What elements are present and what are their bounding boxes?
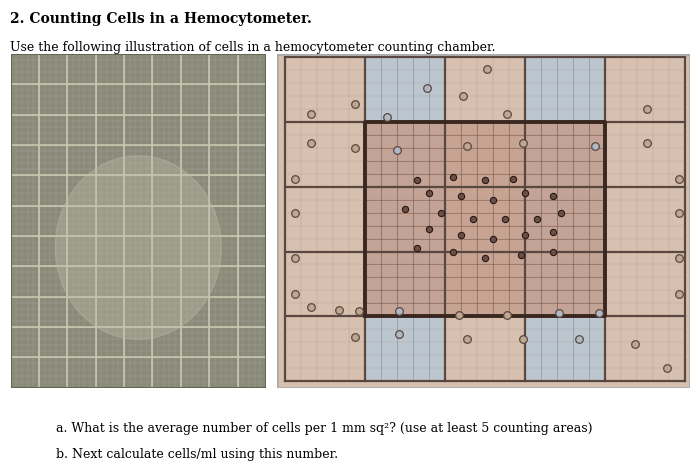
Bar	[525, 58, 606, 381]
Text: 2. Counting Cells in a Hemocytometer.: 2. Counting Cells in a Hemocytometer.	[10, 12, 312, 26]
Ellipse shape	[55, 157, 221, 340]
Bar	[365, 58, 445, 381]
Text: b. Next calculate cells/ml using this number.: b. Next calculate cells/ml using this nu…	[56, 447, 338, 460]
Text: a. What is the average number of cells per 1 mm sq²? (use at least 5 counting ar: a. What is the average number of cells p…	[56, 421, 592, 434]
Text: Use the following illustration of cells in a hemocytometer counting chamber.: Use the following illustration of cells …	[10, 40, 496, 53]
Bar	[365, 123, 606, 317]
